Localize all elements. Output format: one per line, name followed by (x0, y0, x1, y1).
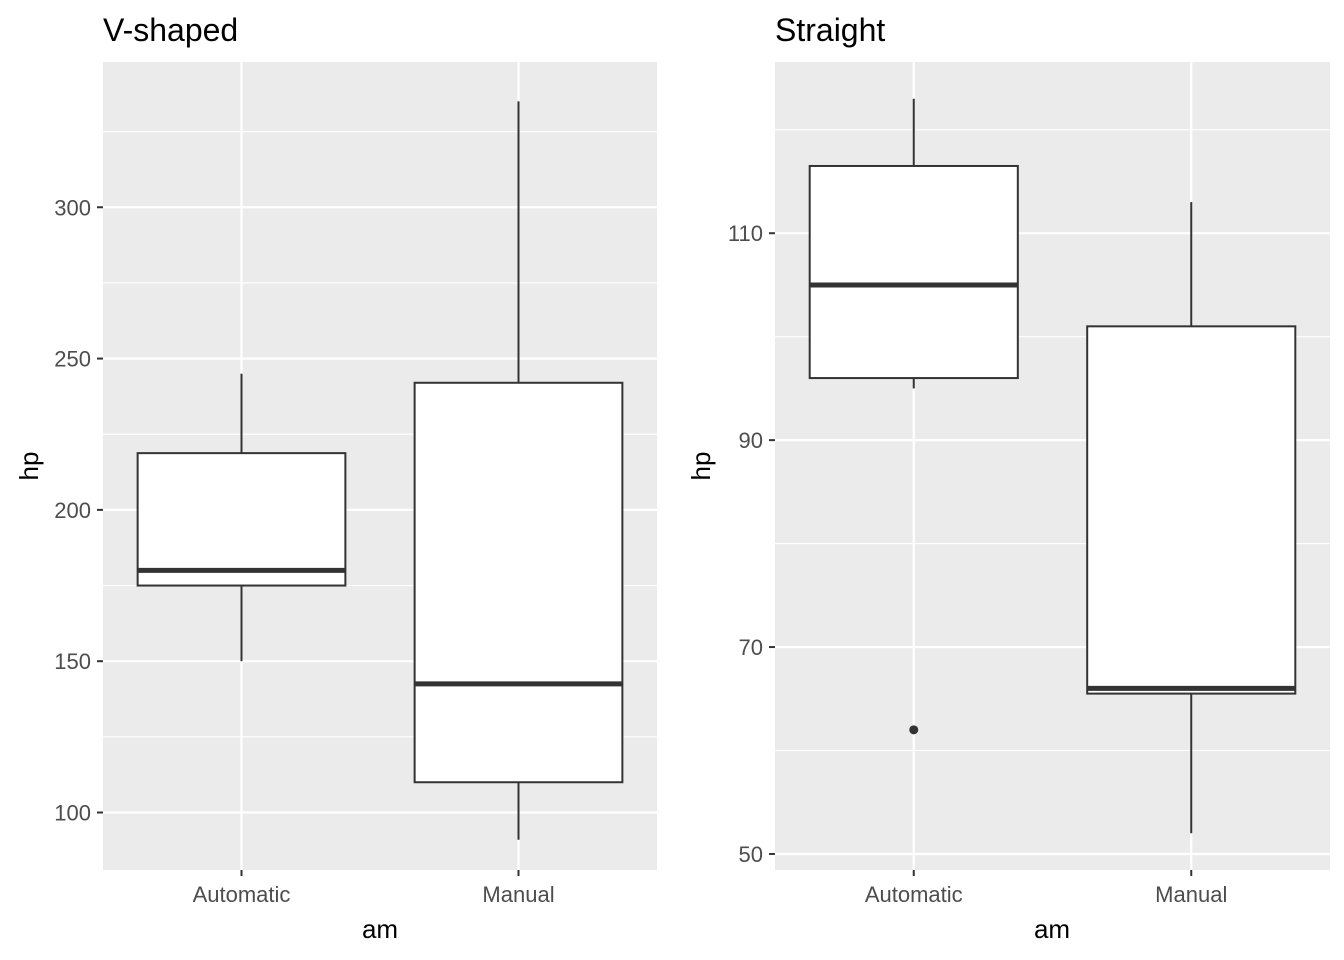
x-tick-label: Automatic (865, 882, 963, 907)
panel-straight: 50 70 90 110 Automatic Manual Straight am hp (686, 12, 1330, 944)
y-tick-label: 150 (54, 649, 91, 674)
y-tick-label: 250 (54, 347, 91, 372)
x-tick-label: Manual (482, 882, 554, 907)
panel-title: V-shaped (103, 12, 238, 48)
plot-area: 50 70 90 110 Automatic Manual (728, 62, 1330, 907)
box (136, 452, 347, 587)
y-tick-label: 200 (54, 498, 91, 523)
y-tick-label: 50 (739, 842, 763, 867)
box (808, 164, 1019, 380)
y-axis-title: hp (686, 452, 716, 481)
outlier-point (909, 725, 919, 735)
box (1086, 325, 1297, 695)
x-tick-label: Automatic (193, 882, 291, 907)
y-axis-title: hp (14, 452, 44, 481)
x-tick-label: Manual (1155, 882, 1227, 907)
panel-title: Straight (775, 12, 885, 48)
plot-area: 100 150 200 250 300 Automatic Manual (54, 62, 657, 907)
x-axis-title: am (362, 914, 398, 944)
y-tick-label: 300 (54, 195, 91, 220)
y-tick-label: 90 (739, 428, 763, 453)
y-tick-label: 110 (728, 221, 763, 246)
y-tick-label: 70 (739, 635, 763, 660)
x-axis-title: am (1034, 914, 1070, 944)
y-tick-label: 100 (54, 801, 91, 826)
box (413, 381, 624, 784)
